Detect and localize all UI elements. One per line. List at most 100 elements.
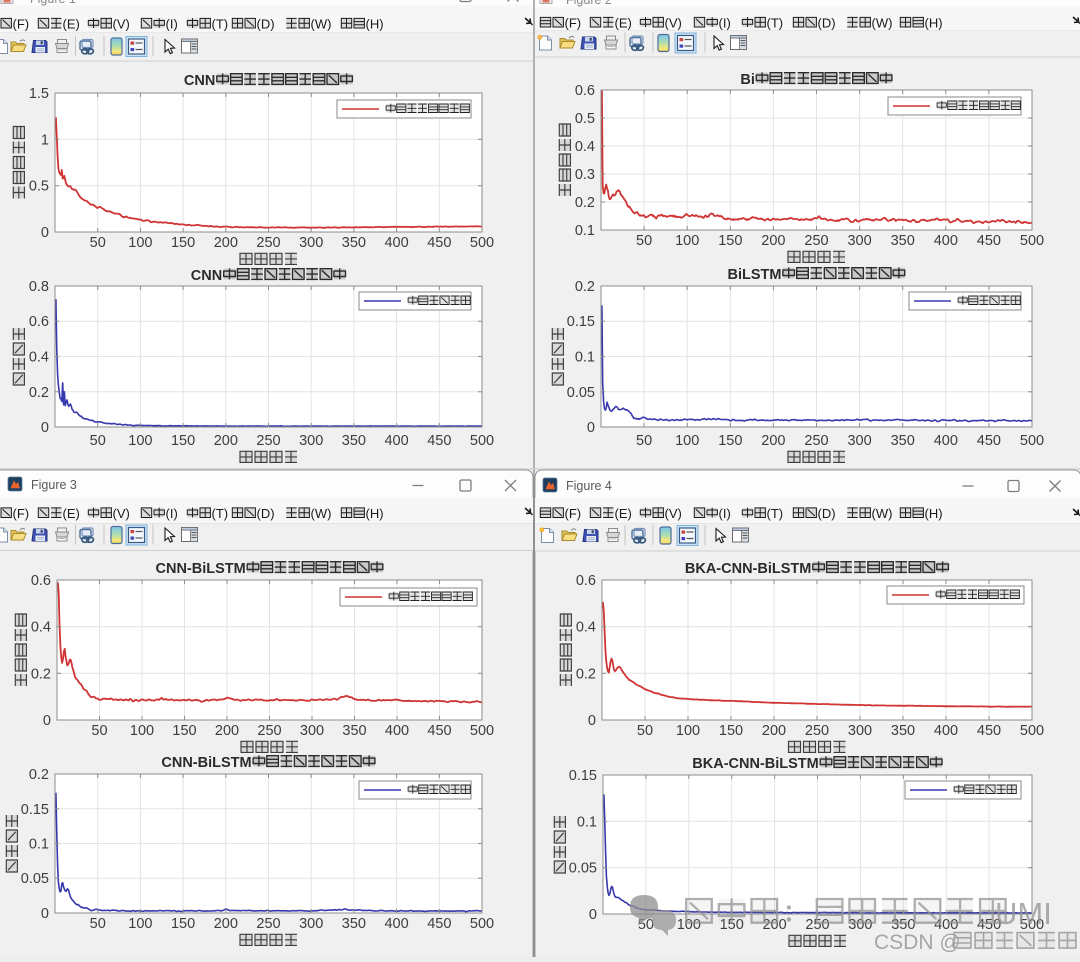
svg-text:(E): (E)	[63, 17, 80, 32]
svg-text:(V): (V)	[113, 506, 130, 521]
svg-text:0.1: 0.1	[575, 350, 595, 366]
svg-text:350: 350	[342, 723, 366, 739]
svg-text:50: 50	[636, 433, 652, 449]
svg-text:200: 200	[761, 233, 785, 249]
svg-text:150: 150	[720, 917, 744, 933]
svg-text:(I): (I)	[719, 506, 731, 521]
svg-text:50: 50	[637, 723, 653, 739]
svg-text:250: 250	[257, 723, 281, 739]
svg-text:450: 450	[977, 917, 1001, 933]
svg-text:0.6: 0.6	[575, 83, 595, 99]
svg-text:0.05: 0.05	[567, 385, 595, 401]
svg-text:450: 450	[427, 723, 451, 739]
svg-text:50: 50	[90, 916, 106, 932]
svg-text:0.2: 0.2	[29, 385, 49, 401]
svg-text:200: 200	[762, 723, 786, 739]
svg-text:0: 0	[587, 420, 595, 436]
svg-text:200: 200	[214, 235, 238, 251]
svg-text:(W): (W)	[872, 506, 893, 521]
svg-text:0: 0	[41, 906, 49, 922]
svg-text:0.6: 0.6	[29, 314, 49, 330]
svg-text:400: 400	[934, 433, 958, 449]
svg-text:(D): (D)	[257, 506, 275, 521]
svg-text:(E): (E)	[615, 506, 632, 521]
svg-text:100: 100	[675, 233, 699, 249]
svg-text:100: 100	[677, 917, 701, 933]
svg-text:400: 400	[934, 723, 958, 739]
svg-text:0.3: 0.3	[575, 167, 595, 183]
svg-text:(T): (T)	[212, 17, 229, 32]
svg-text:CNN: CNN	[191, 268, 222, 284]
svg-text:BKA-CNN-BiLSTM: BKA-CNN-BiLSTM	[692, 756, 818, 772]
svg-text:500: 500	[470, 235, 494, 251]
svg-text:0: 0	[43, 713, 51, 729]
svg-text:Figure 1: Figure 1	[30, 0, 76, 6]
svg-text:(V): (V)	[113, 17, 130, 32]
svg-text:150: 150	[718, 233, 742, 249]
svg-text:CNN-BiLSTM: CNN-BiLSTM	[156, 561, 246, 577]
svg-text:(D): (D)	[257, 17, 275, 32]
svg-text:100: 100	[675, 433, 699, 449]
svg-text:300: 300	[299, 433, 323, 449]
svg-text:300: 300	[299, 916, 323, 932]
svg-text:0.6: 0.6	[31, 573, 51, 589]
svg-text:350: 350	[891, 233, 915, 249]
svg-text:(I): (I)	[166, 506, 178, 521]
svg-text:200: 200	[214, 433, 238, 449]
svg-text:CNN-BiLSTM: CNN-BiLSTM	[161, 755, 251, 771]
svg-text:(H): (H)	[925, 16, 943, 31]
svg-text:UMI: UMI	[995, 896, 1052, 931]
svg-text:350: 350	[891, 433, 915, 449]
svg-text:1: 1	[41, 132, 49, 148]
svg-text:Figure 2: Figure 2	[566, 0, 612, 7]
svg-text:0.4: 0.4	[576, 620, 596, 636]
svg-text:(W): (W)	[311, 506, 332, 521]
svg-text:0.15: 0.15	[21, 802, 49, 818]
svg-text:150: 150	[171, 235, 195, 251]
svg-text:350: 350	[342, 433, 366, 449]
svg-text:(F): (F)	[565, 16, 582, 31]
svg-text:250: 250	[804, 433, 828, 449]
svg-text:500: 500	[1020, 917, 1044, 933]
svg-text:450: 450	[977, 723, 1001, 739]
svg-text:450: 450	[427, 433, 451, 449]
svg-text:300: 300	[299, 235, 323, 251]
svg-text:200: 200	[762, 917, 786, 933]
svg-text:Bi: Bi	[740, 72, 755, 88]
svg-text:150: 150	[171, 433, 195, 449]
svg-text:0.2: 0.2	[576, 666, 596, 682]
svg-text:50: 50	[90, 235, 106, 251]
svg-text:400: 400	[385, 723, 409, 739]
svg-text:200: 200	[215, 723, 239, 739]
svg-text:500: 500	[470, 723, 494, 739]
svg-text:350: 350	[891, 917, 915, 933]
svg-text:300: 300	[847, 433, 871, 449]
svg-text:100: 100	[130, 723, 154, 739]
svg-text:(H): (H)	[366, 17, 384, 32]
svg-text:250: 250	[805, 917, 829, 933]
svg-text:(F): (F)	[13, 506, 30, 521]
svg-text:500: 500	[1020, 433, 1044, 449]
svg-text:100: 100	[128, 235, 152, 251]
svg-text:450: 450	[427, 235, 451, 251]
svg-text:250: 250	[256, 235, 280, 251]
svg-text:0.1: 0.1	[577, 814, 597, 830]
svg-text:BiLSTM: BiLSTM	[728, 267, 782, 283]
svg-text:500: 500	[470, 433, 494, 449]
svg-text:350: 350	[891, 723, 915, 739]
svg-text:0.05: 0.05	[569, 861, 597, 877]
svg-text:0.1: 0.1	[29, 837, 49, 853]
svg-text:0.4: 0.4	[31, 620, 51, 636]
svg-text:150: 150	[171, 916, 195, 932]
svg-text:(V): (V)	[665, 16, 682, 31]
svg-text:(V): (V)	[665, 506, 682, 521]
svg-text:250: 250	[256, 916, 280, 932]
svg-text:300: 300	[848, 917, 872, 933]
svg-text:0.8: 0.8	[29, 279, 49, 295]
svg-text:350: 350	[342, 235, 366, 251]
svg-text:300: 300	[300, 723, 324, 739]
svg-text:(H): (H)	[925, 506, 943, 521]
svg-text:450: 450	[427, 916, 451, 932]
svg-text:100: 100	[128, 433, 152, 449]
svg-text:50: 50	[91, 723, 107, 739]
